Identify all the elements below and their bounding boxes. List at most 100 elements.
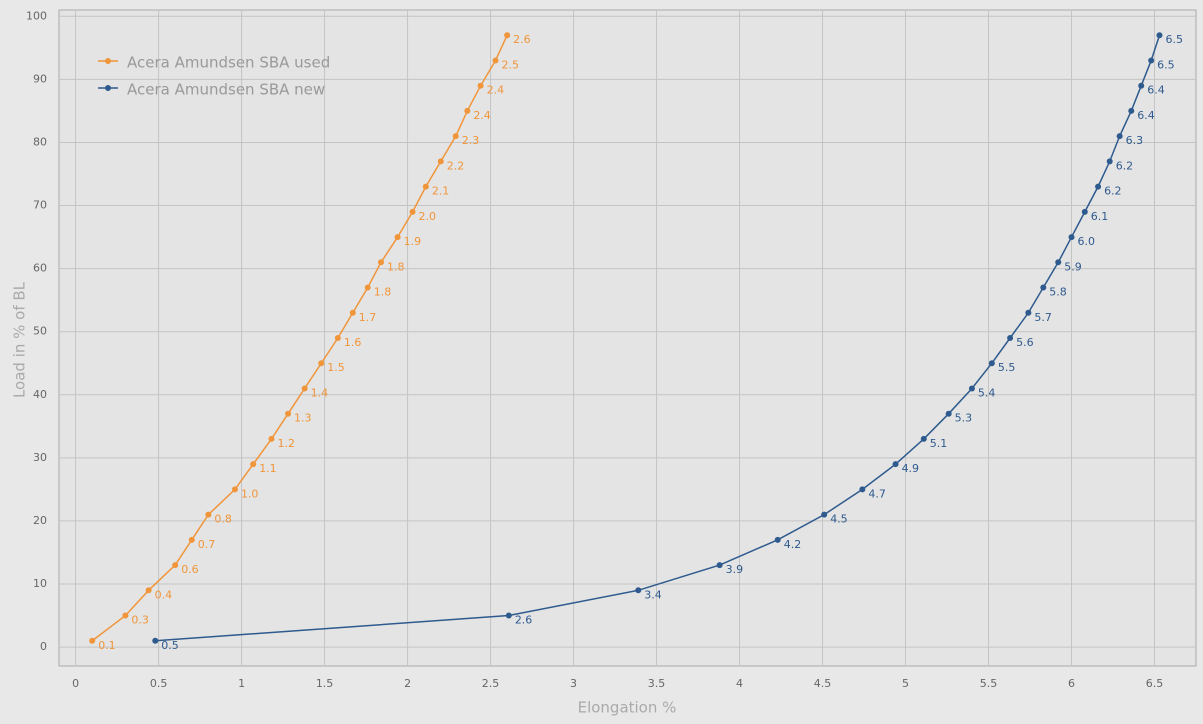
data-label: 2.6 — [513, 33, 531, 46]
x-tick-label: 4.5 — [814, 677, 832, 690]
data-label: 1.4 — [311, 386, 329, 399]
data-point — [437, 158, 444, 165]
data-label: 6.1 — [1091, 210, 1109, 223]
x-tick-label: 6.5 — [1146, 677, 1164, 690]
x-tick-label: 0.5 — [150, 677, 168, 690]
data-point — [1025, 309, 1032, 316]
data-point — [892, 461, 899, 468]
data-point — [1116, 133, 1123, 140]
data-label: 0.8 — [214, 513, 232, 526]
data-label: 0.7 — [198, 538, 216, 551]
x-tick-label: 4 — [736, 677, 743, 690]
data-point — [145, 587, 152, 594]
data-label: 1.0 — [241, 487, 259, 500]
data-point — [394, 234, 401, 241]
data-point — [504, 32, 511, 39]
data-point — [89, 637, 96, 644]
data-label: 2.3 — [462, 134, 480, 147]
data-point — [231, 486, 238, 493]
data-label: 2.4 — [473, 109, 491, 122]
x-tick-label: 3 — [570, 677, 577, 690]
data-label: 0.1 — [98, 639, 116, 652]
y-tick-label: 30 — [33, 451, 47, 464]
data-point — [1081, 208, 1088, 215]
data-point — [1007, 335, 1014, 341]
data-point — [1068, 234, 1075, 241]
data-point — [349, 309, 356, 316]
data-label: 1.1 — [259, 462, 277, 475]
data-point — [285, 410, 292, 417]
data-label: 0.6 — [181, 563, 199, 576]
y-tick-label: 100 — [26, 9, 47, 22]
data-point — [464, 107, 471, 114]
legend-text: Acera Amundsen SBA used — [127, 54, 330, 72]
y-tick-label: 10 — [33, 577, 47, 590]
data-point — [968, 385, 975, 392]
data-label: 4.2 — [784, 538, 802, 551]
data-label: 5.7 — [1034, 311, 1052, 324]
data-point — [920, 435, 927, 442]
data-label: 3.4 — [644, 588, 662, 601]
data-point — [378, 259, 385, 266]
data-point — [492, 57, 499, 64]
data-label: 5.1 — [930, 437, 948, 450]
data-point — [716, 562, 723, 569]
data-label: 5.4 — [978, 386, 996, 399]
data-point — [318, 360, 325, 367]
data-label: 1.6 — [344, 336, 362, 349]
data-label: 1.5 — [327, 361, 345, 374]
data-point — [422, 183, 429, 190]
data-label: 4.5 — [830, 513, 848, 526]
data-point — [821, 511, 828, 518]
data-label: 1.7 — [359, 311, 377, 324]
data-point — [477, 82, 484, 89]
y-tick-label: 70 — [33, 199, 47, 212]
data-label: 2.4 — [487, 84, 505, 97]
data-point — [301, 385, 308, 392]
data-label: 5.6 — [1016, 336, 1034, 349]
data-label: 2.6 — [515, 614, 533, 627]
data-point — [859, 486, 866, 493]
x-tick-label: 5 — [902, 677, 909, 690]
legend-text: Acera Amundsen SBA new — [127, 81, 325, 99]
data-label: 5.9 — [1064, 260, 1082, 273]
data-label: 2.2 — [447, 159, 465, 172]
x-tick-label: 2 — [404, 677, 411, 690]
data-point — [409, 208, 416, 215]
data-label: 6.4 — [1147, 84, 1165, 97]
legend-marker — [105, 85, 111, 91]
data-label: 2.0 — [419, 210, 437, 223]
x-tick-label: 6 — [1068, 677, 1075, 690]
data-point — [334, 335, 341, 341]
data-point — [152, 637, 159, 644]
y-tick-label: 40 — [33, 388, 47, 401]
data-point — [188, 536, 195, 543]
y-tick-label: 0 — [40, 640, 47, 653]
data-label: 0.4 — [155, 588, 173, 601]
x-tick-label: 5.5 — [980, 677, 998, 690]
data-point — [122, 612, 129, 619]
x-tick-label: 1 — [238, 677, 245, 690]
data-label: 6.2 — [1104, 185, 1122, 198]
data-point — [945, 410, 952, 417]
data-label: 3.9 — [726, 563, 744, 576]
x-axis-title: Elongation % — [578, 699, 677, 717]
data-point — [1138, 82, 1145, 89]
data-point — [635, 587, 642, 594]
data-point — [774, 536, 781, 543]
data-label: 1.3 — [294, 412, 312, 425]
y-tick-label: 60 — [33, 262, 47, 275]
y-tick-label: 90 — [33, 72, 47, 85]
y-tick-label: 50 — [33, 325, 47, 338]
data-point — [1055, 259, 1062, 266]
x-tick-label: 1.5 — [316, 677, 334, 690]
x-tick-label: 0 — [72, 677, 79, 690]
data-label: 0.5 — [161, 639, 179, 652]
data-label: 6.0 — [1078, 235, 1096, 248]
data-point — [452, 133, 459, 140]
data-label: 0.3 — [131, 614, 149, 627]
data-label: 2.1 — [432, 185, 450, 198]
data-label: 6.5 — [1165, 33, 1183, 46]
data-point — [1148, 57, 1155, 64]
